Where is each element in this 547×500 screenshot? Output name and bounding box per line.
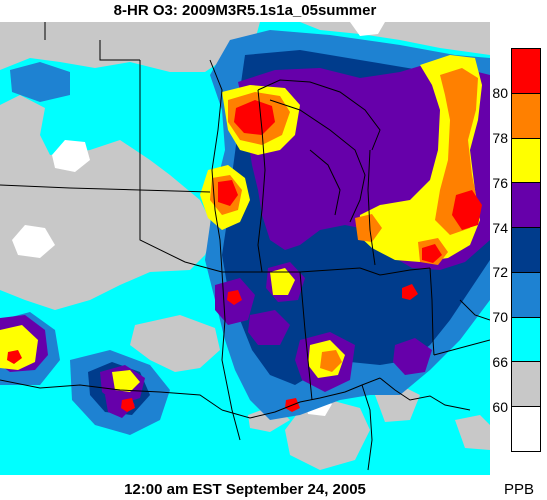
legend-units: PPB	[504, 481, 535, 498]
legend-swatch	[512, 228, 540, 273]
legend-tick-label: 60	[492, 399, 508, 416]
legend-swatch	[512, 317, 540, 363]
map-title: 8-HR O3: 2009M3R5.1s1a_05summer	[113, 2, 377, 19]
legend-swatch	[512, 183, 540, 229]
boundary-lines	[0, 22, 490, 471]
red-regions	[7, 100, 482, 412]
legend-tick-label: 74	[492, 219, 508, 236]
map-timestamp: 12:00 am EST September 24, 2005	[124, 481, 366, 498]
legend-tick-label: 76	[492, 174, 508, 191]
legend-tick-label: 78	[492, 129, 508, 146]
legend-tick-label: 72	[492, 264, 508, 281]
legend-swatch	[512, 362, 540, 408]
legend-swatch	[512, 138, 540, 184]
legend-swatch	[512, 407, 540, 452]
gray-regions	[0, 22, 490, 470]
legend-tick-label: 70	[492, 309, 508, 326]
legend-swatch	[512, 272, 540, 318]
legend-tick-label: 80	[492, 84, 508, 101]
legend-swatch	[512, 93, 540, 139]
legend-swatch	[512, 49, 540, 94]
legend-tick-label: 66	[492, 354, 508, 371]
ozone-map	[0, 22, 490, 475]
color-legend	[511, 48, 541, 452]
white-regions	[12, 22, 385, 416]
